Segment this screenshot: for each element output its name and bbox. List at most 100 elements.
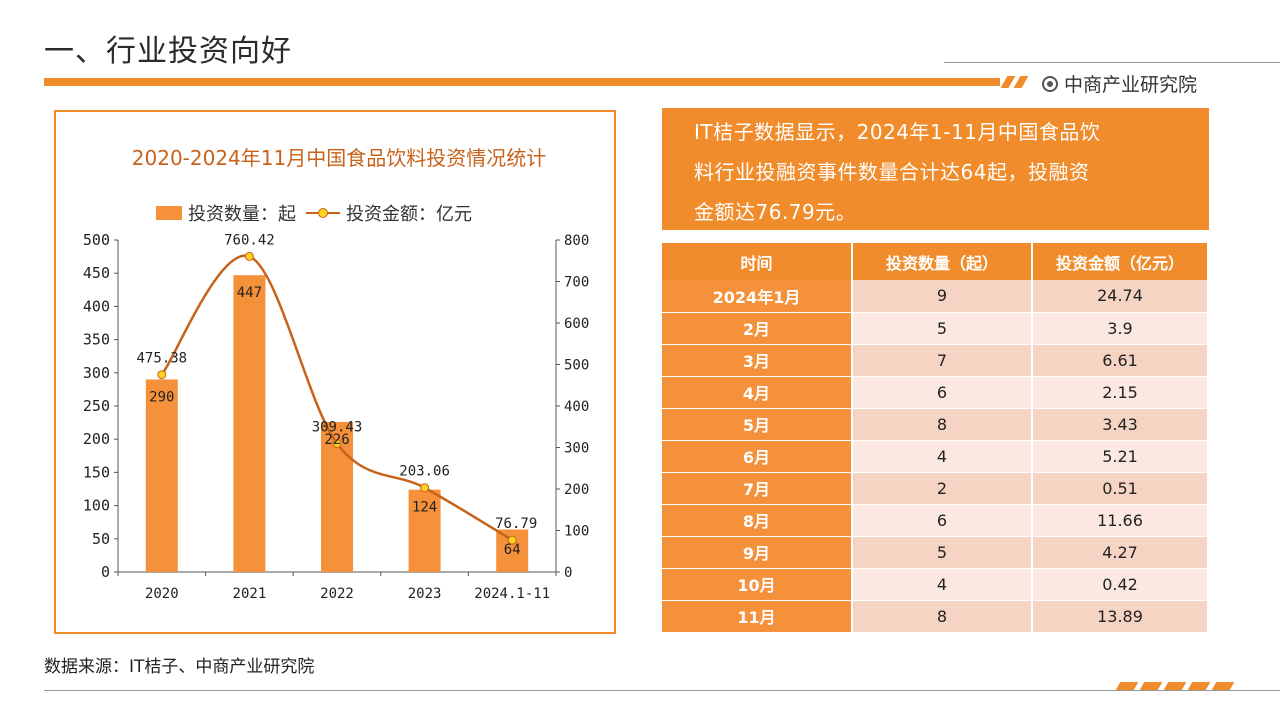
y-right-tick-label: 400 [564, 399, 589, 415]
brand-logo-icon [1042, 75, 1058, 92]
bar-value-label: 226 [324, 432, 349, 448]
cell-count: 7 [852, 344, 1033, 377]
table-row: 5月 8 3.43 [662, 408, 1209, 441]
cell-amount: 0.42 [1032, 568, 1209, 601]
cell-amount: 3.9 [1032, 312, 1209, 345]
x-tick-label: 2022 [320, 586, 354, 602]
line-value-label: 203.06 [399, 464, 450, 480]
cell-amount: 4.27 [1032, 536, 1209, 569]
header-amount: 投资金额（亿元） [1032, 243, 1209, 280]
amount-line [160, 254, 513, 542]
y-right-tick-label: 500 [564, 358, 589, 374]
cell-time: 9月 [662, 536, 853, 569]
page-title: 一、行业投资向好 [44, 34, 292, 69]
cell-count: 6 [852, 504, 1033, 537]
header-time: 时间 [662, 243, 853, 280]
y-left-tick-label: 450 [83, 264, 110, 282]
cell-amount: 3.43 [1032, 408, 1209, 441]
title-underline [44, 78, 1000, 86]
y-left-tick-label: 150 [83, 463, 110, 481]
y-right-tick-label: 800 [564, 233, 589, 249]
cell-time: 5月 [662, 408, 853, 441]
bar-value-label: 64 [504, 542, 521, 558]
table-row: 8月 6 11.66 [662, 504, 1209, 537]
x-tick-label: 2021 [233, 586, 267, 602]
legend-bar-swatch [156, 206, 182, 220]
footer-divider [44, 690, 1280, 691]
amount-point [157, 370, 167, 380]
summary-box: IT桔子数据显示，2024年1-11月中国食品饮 料行业投融资事件数量合计达64… [662, 108, 1209, 230]
y-right-tick-label: 200 [564, 482, 589, 498]
amount-point [244, 251, 254, 261]
cell-count: 9 [852, 280, 1033, 313]
y-left-tick-label: 100 [83, 497, 110, 515]
cell-time: 10月 [662, 568, 853, 601]
amount-point [507, 535, 517, 545]
cell-amount: 24.74 [1032, 280, 1209, 313]
table-row: 10月 4 0.42 [662, 568, 1209, 601]
cell-amount: 2.15 [1032, 376, 1209, 409]
cell-count: 2 [852, 472, 1033, 505]
cell-time: 4月 [662, 376, 853, 409]
y-left-tick-label: 350 [83, 331, 110, 349]
y-right-tick-label: 700 [564, 275, 589, 291]
y-left-tick-label: 400 [83, 297, 110, 315]
table-row: 3月 7 6.61 [662, 344, 1209, 377]
cell-count: 4 [852, 440, 1033, 473]
cell-amount: 6.61 [1032, 344, 1209, 377]
amount-point [332, 439, 342, 449]
y-left-tick-label: 250 [83, 397, 110, 415]
line-value-label: 309.43 [312, 420, 363, 436]
legend-line-label: 投资金额：亿元 [346, 204, 472, 225]
chart-panel: 0 50 100 150 200 250 300 350 400 450 500 0 100 200 300… [54, 110, 616, 634]
bar [408, 489, 441, 572]
legend-item-bar: 投资数量：起 [156, 200, 296, 226]
y-left-tick-label: 500 [83, 231, 110, 249]
x-tick-label: 2024.1-11 [474, 586, 550, 602]
amount-point [420, 483, 430, 493]
table-row: 7月 2 0.51 [662, 472, 1209, 505]
cell-count: 5 [852, 312, 1033, 345]
cell-count: 6 [852, 376, 1033, 409]
cell-count: 8 [852, 408, 1033, 441]
cell-time: 6月 [662, 440, 853, 473]
line-value-label: 475.38 [137, 351, 188, 367]
table-row: 2月 5 3.9 [662, 312, 1209, 345]
cell-amount: 11.66 [1032, 504, 1209, 537]
cell-time: 2024年1月 [662, 280, 853, 313]
chart-legend: 投资数量：起 投资金额：亿元 [156, 200, 472, 226]
cell-time: 7月 [662, 472, 853, 505]
cell-count: 4 [852, 568, 1033, 601]
cell-count: 5 [852, 536, 1033, 569]
summary-line: 料行业投融资事件数量合计达64起，投融资 [694, 160, 1090, 184]
header-divider [944, 62, 1280, 63]
summary-line: IT桔子数据显示，2024年1-11月中国食品饮 [694, 120, 1101, 144]
cell-time: 3月 [662, 344, 853, 377]
y-right-tick-label: 0 [564, 565, 572, 581]
legend-line-swatch [306, 205, 340, 221]
bar-value-label: 290 [149, 389, 174, 405]
cell-time: 2月 [662, 312, 853, 345]
summary-line: 金额达76.79元。 [694, 200, 857, 224]
y-left-tick-label: 50 [92, 530, 110, 548]
line-value-label: 76.79 [495, 516, 537, 532]
table-row: 4月 6 2.15 [662, 376, 1209, 409]
bar [233, 275, 266, 572]
brand: 中商产业研究院 [1042, 70, 1197, 97]
x-tick-label: 2020 [145, 586, 179, 602]
brand-name: 中商产业研究院 [1064, 74, 1198, 96]
cell-count: 8 [852, 600, 1033, 633]
data-source: 数据来源：IT桔子、中商产业研究院 [44, 657, 315, 677]
table-row: 11月 8 13.89 [662, 600, 1209, 633]
monthly-investment-table: 时间 投资数量（起） 投资金额（亿元） 2024年1月 9 24.74 2月 5 3.9 3… [662, 243, 1209, 633]
cell-amount: 5.21 [1032, 440, 1209, 473]
legend-bar-label: 投资数量：起 [188, 204, 296, 225]
table-row: 2024年1月 9 24.74 [662, 280, 1209, 313]
chart-title: 2020-2024年11月中国食品饮料投资情况统计 [131, 146, 547, 170]
cell-time: 11月 [662, 600, 853, 633]
table-row: 6月 4 5.21 [662, 440, 1209, 473]
cell-time: 8月 [662, 504, 853, 537]
line-value-label: 760.42 [224, 232, 275, 248]
cell-amount: 13.89 [1032, 600, 1209, 633]
combo-chart: 0 50 100 150 200 250 300 350 400 450 500 0 100 200 300… [83, 231, 589, 602]
